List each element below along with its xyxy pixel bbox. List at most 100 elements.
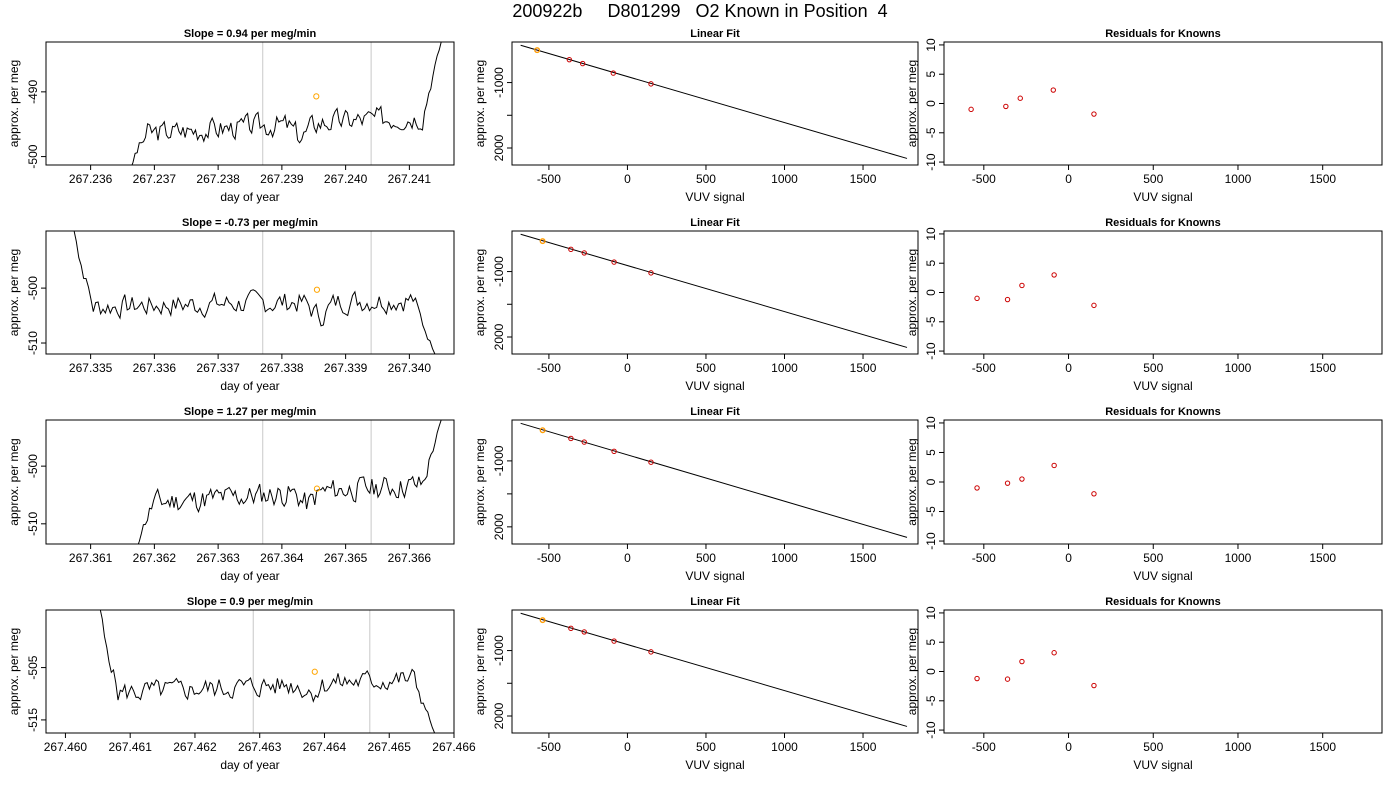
x-tick-label: 1000 xyxy=(1225,740,1252,754)
plot-frame xyxy=(511,41,919,166)
x-tick-label: 500 xyxy=(1143,740,1163,754)
x-tick-label: 267.364 xyxy=(260,551,304,565)
y-tick-label: 10 xyxy=(924,416,938,430)
data-point xyxy=(1091,682,1097,689)
x-tick-label: 1000 xyxy=(771,551,798,565)
plot-frame xyxy=(943,41,1383,166)
x-tick-label: 1500 xyxy=(1309,740,1336,754)
data-point xyxy=(611,448,617,455)
panel-linear_fit-3: Linear Fit -500 0 500 1000 1500 2000 -1000 VUV s… xyxy=(473,406,919,583)
series-trace xyxy=(137,420,442,544)
x-tick-label: 267.238 xyxy=(196,172,240,186)
x-tick-label: 1000 xyxy=(1225,172,1252,186)
x-tick-label: 500 xyxy=(1143,551,1163,565)
plot-frame xyxy=(511,230,919,355)
panel-title: Slope = 0.94 per meg/min xyxy=(184,28,317,40)
y-tick-label: 2000 xyxy=(492,702,506,729)
x-tick-label: 267.361 xyxy=(69,551,113,565)
x-tick-label: 267.463 xyxy=(238,740,282,754)
y-tick-label: -1000 xyxy=(492,445,506,476)
y-tick-label: 2000 xyxy=(492,323,506,350)
data-point xyxy=(568,625,574,632)
fit-line xyxy=(520,44,908,159)
panel-title: Slope = -0.73 per meg/min xyxy=(182,217,318,229)
fit-line xyxy=(520,612,908,727)
x-tick-label: 1500 xyxy=(850,172,877,186)
x-tick-label: 1000 xyxy=(1225,361,1252,375)
y-tick-label: 10 xyxy=(924,227,938,241)
data-point xyxy=(581,250,587,256)
series-trace xyxy=(131,42,442,165)
x-tick-label: 267.362 xyxy=(133,551,177,565)
y-axis-label: approx. per meg xyxy=(7,60,21,147)
data-point xyxy=(1091,302,1097,309)
y-axis-label: approx. per meg xyxy=(473,60,487,147)
figure-title: 200922b D801299 O2 Known in Position 4 xyxy=(512,1,888,21)
x-tick-label: 267.240 xyxy=(324,172,368,186)
x-tick-label: 500 xyxy=(696,172,716,186)
x-axis-label: VUV signal xyxy=(1133,758,1192,772)
y-axis-label: approx. per meg xyxy=(7,249,21,336)
data-point xyxy=(974,485,980,491)
y-tick-label: -510 xyxy=(26,511,40,535)
panel-linear_fit-4: Linear Fit -500 0 500 1000 1500 2000 -1000 VUV s… xyxy=(473,596,919,772)
x-axis-label: day of year xyxy=(220,758,279,772)
data-point xyxy=(1019,476,1025,482)
series-trace xyxy=(73,231,436,354)
x-tick-label: -500 xyxy=(972,551,996,565)
x-tick-label: 267.465 xyxy=(368,740,412,754)
x-tick-label: 267.339 xyxy=(324,361,368,375)
x-tick-label: 1000 xyxy=(771,172,798,186)
x-tick-label: 0 xyxy=(624,740,631,754)
data-point xyxy=(1004,296,1011,303)
plot-frame xyxy=(511,419,919,545)
panel-residuals-4: Residuals for Knowns -500 0 500 1000 1500 -10 -… xyxy=(905,596,1383,772)
panel-linear_fit-1: Linear Fit -500 0 500 1000 1500 2000 -1000 VUV s… xyxy=(473,28,919,204)
plot-frame xyxy=(943,609,1383,734)
x-tick-label: -500 xyxy=(537,740,561,754)
panel-title: Residuals for Knowns xyxy=(1105,406,1221,418)
data-point xyxy=(581,439,587,445)
data-point xyxy=(1051,462,1057,469)
panel-timeseries-4: Slope = 0.9 per meg/min 267.460 267.461 267… xyxy=(7,596,476,772)
x-tick-label: -500 xyxy=(972,740,996,754)
x-tick-label: 1500 xyxy=(850,740,877,754)
highlight-point xyxy=(313,286,321,293)
data-point xyxy=(648,270,654,276)
x-tick-label: 1500 xyxy=(850,361,877,375)
y-axis-label: approx. per meg xyxy=(7,628,21,715)
data-point xyxy=(610,70,617,76)
y-tick-label: -510 xyxy=(26,331,40,355)
y-tick-label: -515 xyxy=(26,708,40,732)
y-tick-label: -10 xyxy=(924,721,938,739)
y-axis-label: approx. per meg xyxy=(473,438,487,525)
x-tick-label: 267.239 xyxy=(260,172,304,186)
y-tick-label: -10 xyxy=(924,532,938,550)
x-tick-label: 1000 xyxy=(1225,551,1252,565)
y-tick-label: -5 xyxy=(924,506,938,517)
y-tick-label: -5 xyxy=(924,316,938,327)
y-tick-label: -505 xyxy=(26,655,40,679)
data-point xyxy=(974,295,980,302)
y-tick-label: -10 xyxy=(924,153,938,171)
panel-title: Linear Fit xyxy=(690,406,740,418)
highlight-point xyxy=(534,47,541,54)
x-tick-label: 267.241 xyxy=(388,172,432,186)
y-tick-label: -5 xyxy=(924,127,938,138)
x-tick-label: 267.335 xyxy=(69,361,113,375)
x-tick-label: 267.464 xyxy=(303,740,347,754)
x-tick-label: 267.461 xyxy=(108,740,152,754)
x-tick-label: 0 xyxy=(1065,172,1072,186)
y-tick-label: -500 xyxy=(26,454,40,478)
panel-title: Linear Fit xyxy=(690,217,740,229)
x-tick-label: 500 xyxy=(696,361,716,375)
data-point xyxy=(1019,658,1025,665)
y-axis-label: approx. per meg xyxy=(7,438,21,525)
x-tick-label: 0 xyxy=(624,361,631,375)
data-point xyxy=(648,649,654,655)
data-point xyxy=(974,675,980,682)
y-tick-label: -1000 xyxy=(492,67,506,98)
y-tick-label: 5 xyxy=(924,639,938,646)
y-axis-label: approx. per meg xyxy=(473,628,487,715)
data-point xyxy=(611,638,617,644)
